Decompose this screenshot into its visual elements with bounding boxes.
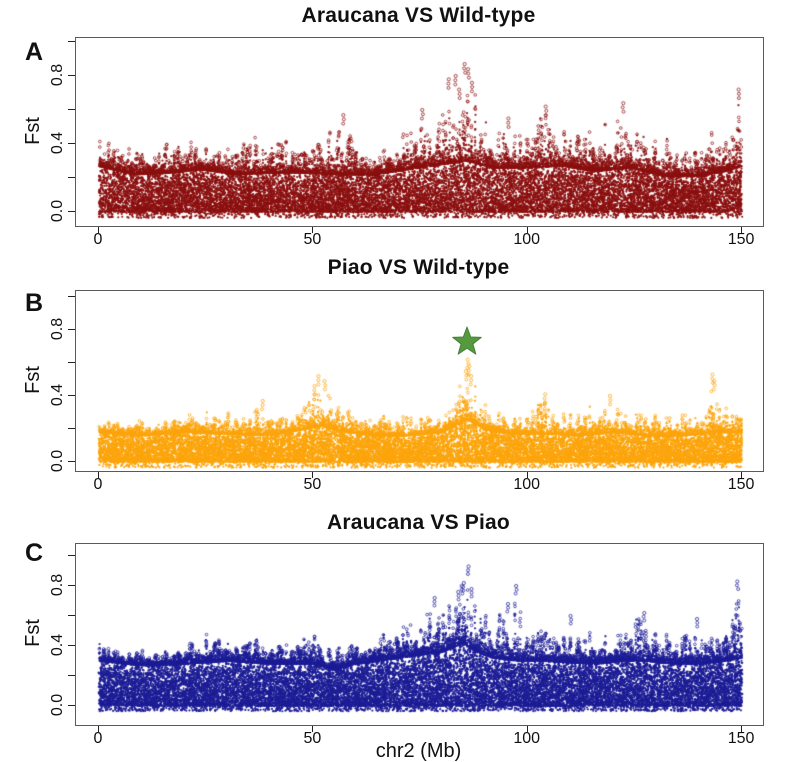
- x-tick-label: 100: [513, 730, 541, 747]
- x-tick-mark: [312, 472, 314, 478]
- y-tick-mark: [68, 705, 75, 706]
- panel-c-letter: C: [25, 539, 44, 567]
- y-tick-mark: [68, 177, 75, 178]
- x-tick-label: 150: [727, 730, 755, 747]
- y-tick-mark: [68, 143, 75, 144]
- x-tick-label: 50: [303, 231, 322, 248]
- y-tick-label: 0.8: [49, 63, 66, 87]
- x-tick-label: 50: [303, 730, 322, 747]
- y-tick-mark: [68, 109, 75, 110]
- x-axis-title: chr2 (Mb): [375, 740, 462, 762]
- panel-a-y-axis-label: Fst: [22, 117, 44, 145]
- x-tick-mark: [312, 726, 314, 732]
- x-tick-mark: [526, 726, 528, 732]
- x-tick-mark: [741, 227, 743, 233]
- x-tick-label: 0: [93, 730, 103, 747]
- panel-a-title: Araucana VS Wild-type: [301, 4, 536, 27]
- x-tick-mark: [98, 227, 99, 233]
- y-tick-label: 0.8: [49, 317, 66, 341]
- x-tick-label: 0: [93, 231, 103, 248]
- y-tick-label: 0.4: [49, 633, 66, 657]
- x-tick-mark: [741, 726, 743, 732]
- y-tick-mark: [68, 41, 75, 42]
- x-tick-mark: [526, 472, 528, 478]
- x-tick-mark: [98, 726, 99, 732]
- x-tick-label: 150: [727, 231, 755, 248]
- panel-c-y-axis-label: Fst: [22, 619, 44, 647]
- y-tick-mark: [68, 675, 75, 676]
- significance-star-icon: [451, 326, 482, 355]
- panel-a-letter: A: [25, 38, 44, 66]
- panel-a-scatter-canvas: [76, 38, 763, 226]
- panel-b-letter: B: [25, 289, 44, 317]
- y-tick-mark: [68, 555, 75, 556]
- panel-b-title: Piao VS Wild-type: [327, 256, 510, 279]
- y-tick-mark: [68, 362, 75, 363]
- y-tick-mark: [68, 615, 75, 616]
- x-tick-label: 100: [513, 231, 541, 248]
- y-tick-label: 0.0: [49, 693, 66, 717]
- x-tick-mark: [526, 227, 528, 233]
- panel-c-plot-area: [75, 543, 764, 726]
- panel-b-y-axis-label: Fst: [22, 366, 44, 394]
- y-tick-label: 0.0: [49, 199, 66, 223]
- y-tick-mark: [68, 395, 75, 396]
- y-tick-mark: [68, 585, 75, 586]
- x-tick-mark: [312, 227, 314, 233]
- panel-b-plot-area: [75, 290, 764, 472]
- y-tick-mark: [68, 211, 75, 212]
- y-tick-mark: [68, 461, 75, 462]
- y-tick-label: 0.8: [49, 573, 66, 597]
- x-tick-label: 0: [93, 476, 103, 493]
- x-tick-label: 50: [303, 476, 322, 493]
- y-tick-mark: [68, 428, 75, 429]
- x-tick-mark: [98, 472, 99, 478]
- y-tick-mark: [68, 329, 75, 330]
- y-tick-mark: [68, 296, 75, 297]
- panel-b-scatter-canvas: [76, 291, 763, 471]
- panel-c-title: Araucana VS Piao: [327, 511, 510, 534]
- y-tick-label: 0.4: [49, 131, 66, 155]
- x-tick-mark: [741, 472, 743, 478]
- y-tick-mark: [68, 645, 75, 646]
- panel-a-plot-area: [75, 37, 764, 227]
- x-tick-label: 150: [727, 476, 755, 493]
- x-tick-label: 100: [513, 476, 541, 493]
- y-tick-mark: [68, 75, 75, 76]
- y-tick-label: 0.0: [49, 449, 66, 473]
- panel-c-scatter-canvas: [76, 544, 763, 725]
- y-tick-label: 0.4: [49, 383, 66, 407]
